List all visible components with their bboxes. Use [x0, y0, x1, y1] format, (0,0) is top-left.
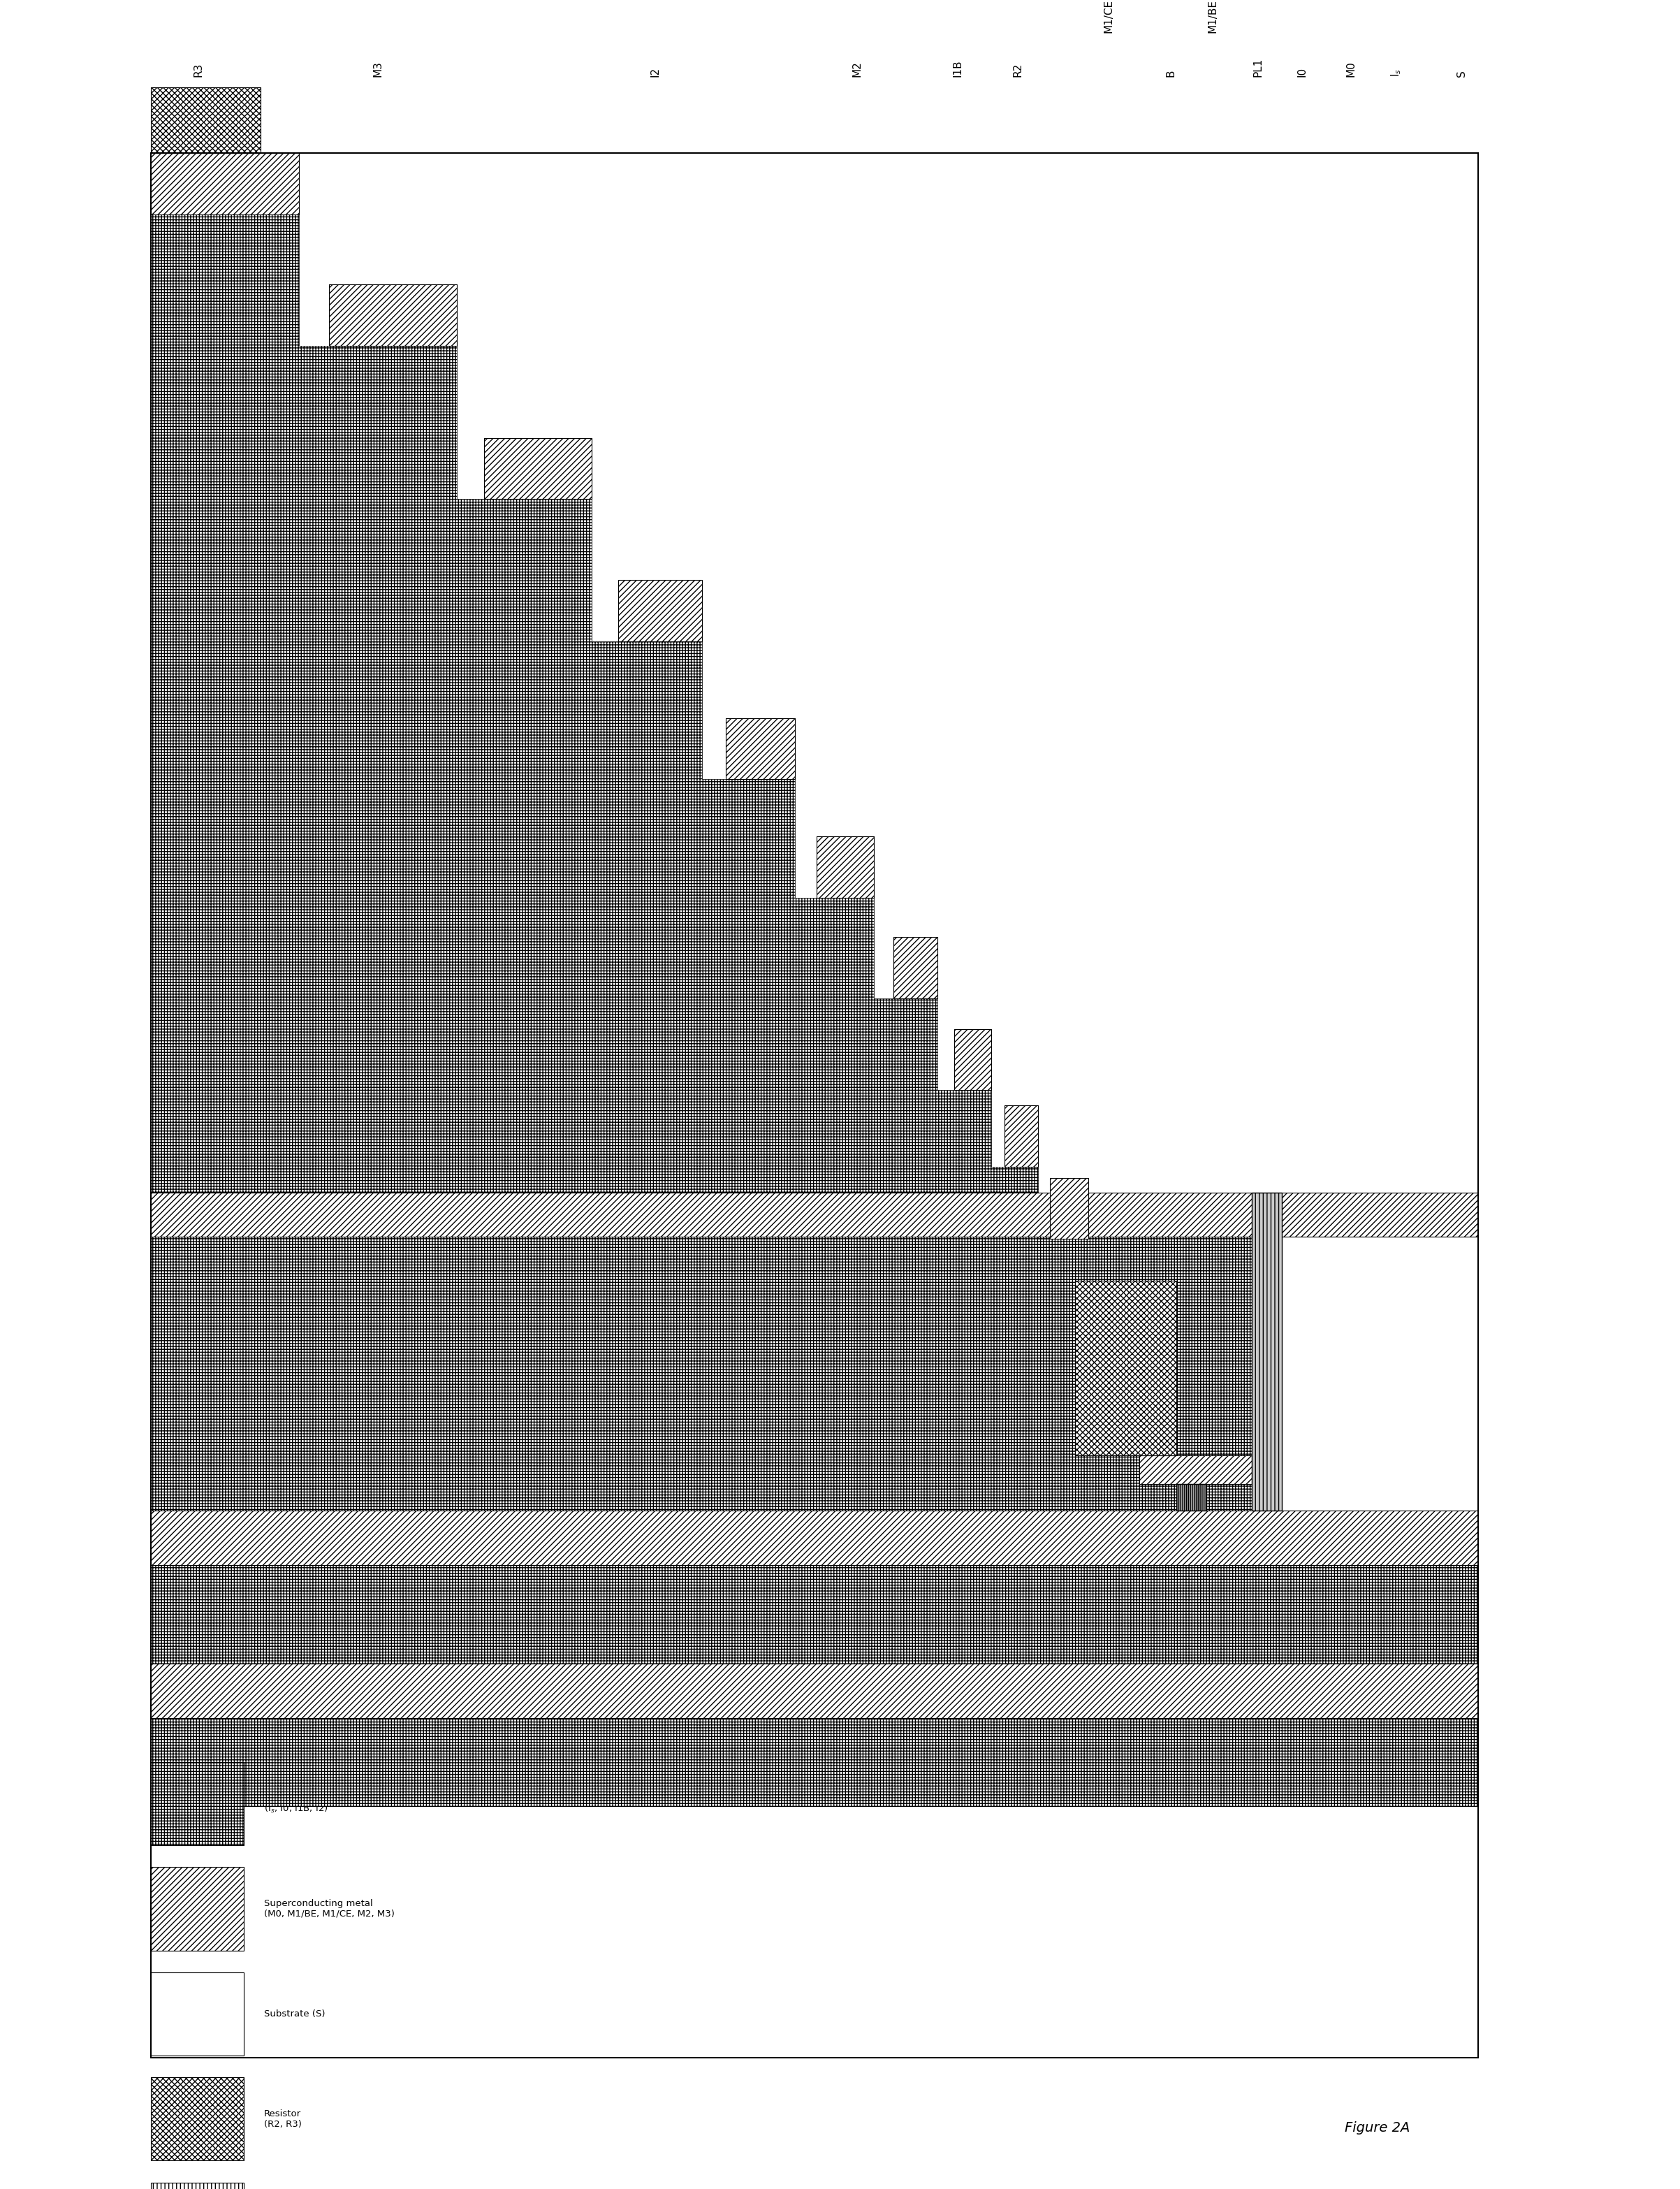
Text: Resistor
(R2, R3): Resistor (R2, R3) — [264, 2110, 301, 2128]
Bar — [151, 153, 1478, 2058]
Text: Superconducting metal
(M0, M1/BE, M1/CE, M2, M3): Superconducting metal (M0, M1/BE, M1/CE,… — [264, 1900, 395, 1918]
Text: I$_s$: I$_s$ — [1389, 68, 1403, 77]
Text: PL1: PL1 — [1253, 57, 1263, 77]
Bar — [726, 718, 795, 779]
Bar — [151, 1237, 1257, 1510]
Text: Substrate (S): Substrate (S) — [264, 2010, 324, 2018]
Bar — [151, 1510, 1478, 1565]
Bar — [151, 1806, 1478, 2058]
Bar — [484, 438, 591, 499]
Bar — [151, 88, 260, 153]
Bar — [894, 937, 937, 998]
Text: M3: M3 — [373, 61, 383, 77]
Bar — [151, 1664, 1478, 1718]
Bar — [151, 153, 299, 215]
Text: I2: I2 — [650, 66, 660, 77]
Bar — [1139, 1456, 1252, 1484]
Bar — [151, 1193, 1478, 1237]
Text: R2: R2 — [1013, 63, 1023, 77]
Text: S: S — [1457, 70, 1467, 77]
Text: Figure 2A: Figure 2A — [1346, 2121, 1410, 2134]
Bar — [151, 2182, 244, 2189]
Bar — [1050, 1178, 1089, 1239]
Bar — [1075, 1281, 1176, 1456]
Text: M2: M2 — [852, 61, 862, 77]
Text: I0: I0 — [1297, 66, 1307, 77]
Bar — [816, 836, 874, 897]
Bar — [151, 2077, 244, 2161]
Text: M0: M0 — [1346, 61, 1356, 77]
Text: Inter Layer Dielectric (ILD)
(I$_s$, I0, I1B, I2): Inter Layer Dielectric (ILD) (I$_s$, I0,… — [264, 1793, 386, 1815]
Bar — [151, 1565, 1478, 1664]
Bar — [1176, 1484, 1206, 1510]
Text: R3: R3 — [193, 61, 203, 77]
Bar — [1005, 1105, 1038, 1167]
Text: M1/CE: M1/CE — [1104, 0, 1114, 33]
Polygon shape — [151, 153, 1089, 1239]
Bar — [618, 580, 702, 641]
Text: M1/BE: M1/BE — [1208, 0, 1218, 33]
Bar — [954, 1029, 991, 1090]
Bar — [1252, 1193, 1282, 1510]
Bar — [151, 1867, 244, 1950]
Text: B: B — [1166, 70, 1176, 77]
Bar — [151, 1718, 1478, 1806]
Text: I1B: I1B — [953, 59, 963, 77]
Bar — [151, 1972, 244, 2055]
Bar — [151, 1762, 244, 1845]
Bar — [329, 285, 457, 346]
